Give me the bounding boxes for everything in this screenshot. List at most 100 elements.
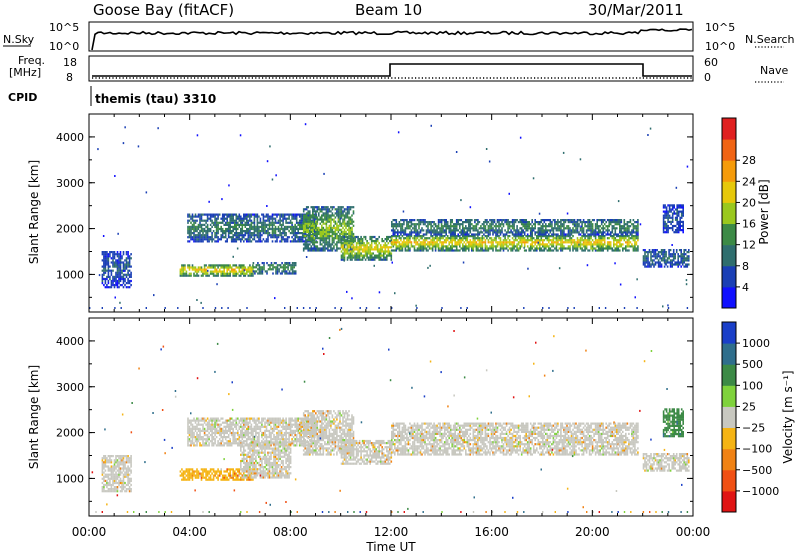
ytick-label: 1000: [56, 472, 84, 485]
data-region: [662, 204, 684, 234]
ytick-label: 2000: [56, 223, 84, 236]
station-title: Goose Bay (fitACF): [93, 1, 234, 19]
velocity-ylabel: Slant Range [km]: [27, 365, 41, 469]
colorbar-segment: [722, 286, 736, 309]
velocity-panel-frame: [88, 317, 694, 517]
freq-trace: [92, 63, 692, 77]
ytick-label: 3000: [56, 177, 84, 190]
colorbar-tick-label: 25: [742, 400, 756, 413]
colorbar-segment: [722, 118, 736, 140]
colorbar-segment: [722, 244, 736, 267]
colorbar-tick-label: 12: [742, 239, 756, 252]
cpid-label: CPID: [8, 91, 37, 104]
freq-panel-frame: [88, 55, 694, 82]
velocity-panel: 1000 2000 3000 4000 Slant Range [km] 1000 50…: [27, 317, 795, 517]
colorbar-tick-label: −1000: [742, 485, 779, 498]
power-panel-frame: [88, 113, 694, 313]
noise-search-label: N.Search: [745, 33, 795, 46]
noise-right-tick-top: 10^5: [705, 21, 735, 34]
data-region: [240, 441, 292, 479]
velocity-scatter: [91, 327, 690, 513]
colorbar-segment: [722, 223, 736, 246]
time-tick-label: 00:00: [72, 525, 107, 539]
noise-sky-label: N.Sky: [3, 33, 35, 46]
ytick-label: 3000: [56, 381, 84, 394]
colorbar-tick-label: 500: [742, 358, 763, 371]
colorbar-tick-label: 28: [742, 154, 756, 167]
colorbar-tick-label: −500: [742, 464, 772, 477]
data-region: [179, 264, 254, 277]
data-region: [340, 439, 393, 465]
noise-panel-frame: [88, 21, 694, 52]
scatter-noise: [89, 123, 690, 309]
colorbar-segment: [722, 385, 736, 407]
data-region: [187, 213, 318, 243]
nave-tick-bottom: 0: [704, 71, 711, 84]
data-region: [391, 219, 639, 236]
power-panel: 1000 2000 3000 4000 Slant Range [km] 4 8 12 16…: [27, 113, 771, 313]
velocity-colorbar-label: Velocity [m s⁻¹]: [781, 370, 795, 463]
noise-sky-trace: [91, 28, 693, 51]
colorbar-segment: [722, 265, 736, 288]
time-tick-label: 08:00: [273, 525, 308, 539]
velocity-colorbar: 1000 500 100 25 −25 −100 −500 −1000: [721, 321, 779, 513]
data-region: [391, 235, 639, 252]
colorbar-tick-label: −100: [742, 443, 772, 456]
time-tick-label: 04:00: [172, 525, 207, 539]
colorbar-tick-label: 20: [742, 196, 756, 209]
freq-tick-bottom: 8: [66, 71, 73, 84]
colorbar-tick-label: 24: [742, 175, 756, 188]
colorbar-segment: [722, 448, 736, 471]
colorbar-tick-label: 1000: [742, 337, 770, 350]
colorbar-tick-label: 4: [742, 281, 749, 294]
colorbar-segment: [722, 364, 736, 386]
data-region: [391, 422, 639, 456]
colorbar-segment: [722, 160, 736, 182]
noise-left-tick-top: 10^5: [49, 21, 79, 34]
nave-label: Nave: [760, 64, 788, 77]
colorbar-tick-label: 8: [742, 260, 749, 273]
colorbar-segment: [722, 139, 736, 161]
colorbar-segment: [722, 322, 736, 344]
ytick-label: 4000: [56, 335, 84, 348]
freq-label: Freq.: [18, 54, 45, 67]
colorbar-segment: [722, 343, 736, 365]
noise-panel: N.Sky 10^5 10^0 10^5 10^0 N.Search: [3, 21, 795, 53]
noise-right-tick-bottom: 10^0: [705, 40, 735, 53]
freq-unit-label: [MHz]: [9, 66, 41, 79]
scatter-noise: [91, 327, 689, 513]
colorbar-segment: [722, 181, 736, 203]
time-tick-label: 20:00: [575, 525, 610, 539]
power-scatter: [89, 123, 690, 309]
freq-tick-top: 18: [63, 56, 77, 69]
nave-tick-top: 60: [704, 56, 718, 69]
colorbar-segment: [722, 202, 736, 224]
data-region: [642, 453, 690, 472]
data-region: [642, 249, 690, 268]
colorbar-segment: [722, 427, 736, 450]
data-region: [187, 417, 318, 447]
colorbar-tick-label: 16: [742, 218, 756, 231]
colorbar-segment: [722, 490, 736, 513]
ytick-label: 4000: [56, 131, 84, 144]
cpid-mode: themis (tau) 3310: [95, 92, 216, 106]
power-colorbar-label: Power [dB]: [757, 179, 771, 244]
data-region: [302, 206, 355, 252]
freq-panel: Freq. [MHz] 18 8 60 0 Nave: [9, 54, 788, 84]
date-title: 30/Mar/2011: [588, 1, 684, 19]
colorbar-segment: [722, 406, 736, 428]
colorbar-segment: [722, 469, 736, 492]
colorbar-tick-label: −25: [742, 422, 765, 435]
data-region: [662, 408, 684, 438]
data-region: [101, 455, 132, 493]
data-region: [252, 262, 297, 275]
time-tick-label: 00:00: [676, 525, 711, 539]
beam-title: Beam 10: [355, 1, 422, 19]
power-ylabel: Slant Range [km]: [27, 160, 41, 264]
ytick-label: 1000: [56, 268, 84, 281]
time-tick-label: 12:00: [374, 525, 409, 539]
power-colorbar: 4 8 12 16 20 24 28: [721, 117, 756, 309]
time-axis-label: Time UT: [365, 540, 416, 554]
data-region: [340, 235, 393, 261]
